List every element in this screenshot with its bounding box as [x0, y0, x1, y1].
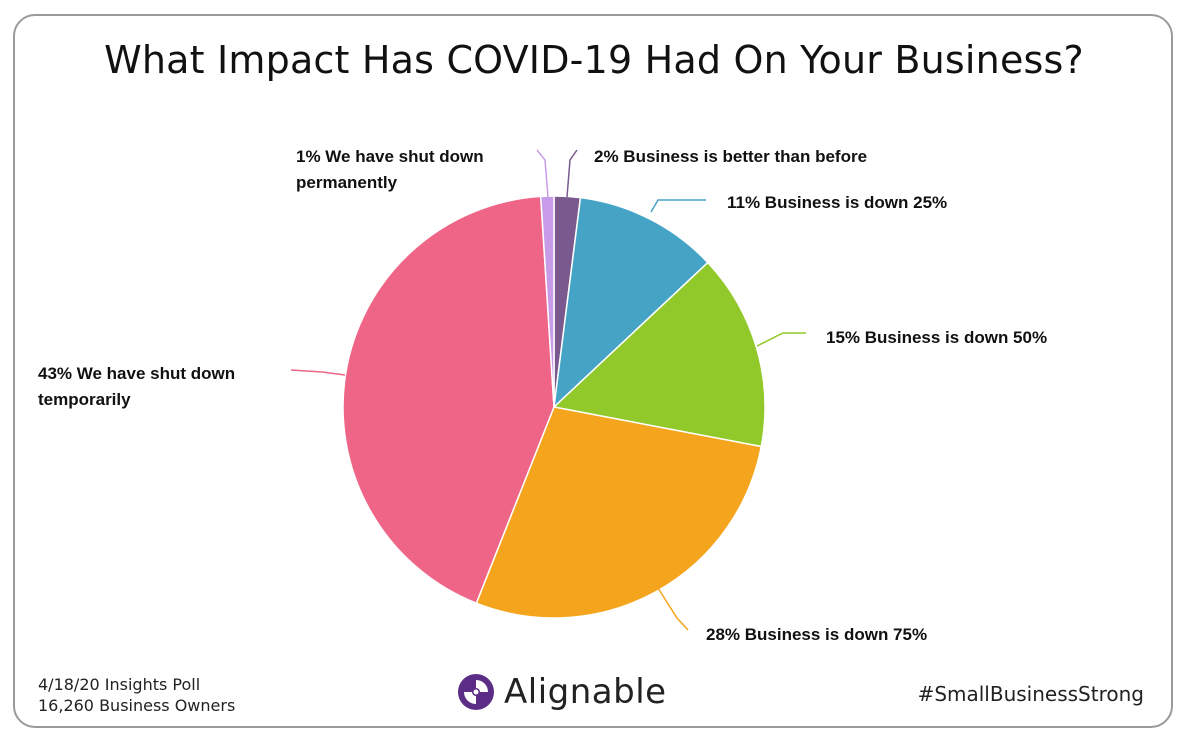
pie-slice — [342, 195, 555, 605]
alignable-logo-text: Alignable — [504, 672, 667, 712]
slice-leader-line — [290, 369, 346, 376]
pie-slice — [552, 261, 766, 448]
poll-sample-size: 16,260 Business Owners — [38, 696, 236, 715]
slice-label: 15% Business is down 50% — [826, 328, 1047, 347]
slice-label: 11% Business is down 25% — [727, 193, 947, 212]
poll-info: 4/18/20 Insights Poll 16,260 Business Ow… — [38, 674, 235, 716]
slice-label: 1% We have shut down permanently — [296, 147, 484, 192]
pie-slice — [552, 196, 709, 409]
slice-label: 2% Business is better than before — [594, 147, 867, 166]
slice-leader-line — [650, 199, 706, 213]
chart-title: What Impact Has COVID-19 Had On Your Bus… — [104, 38, 1084, 82]
slice-label: 28% Business is down 75% — [706, 625, 927, 644]
slice-leader-line — [756, 332, 806, 347]
slice-leader-line — [566, 149, 578, 198]
slice-label: 43% We have shut down temporarily — [38, 364, 235, 409]
pie-slice — [475, 406, 763, 619]
slice-leader-line — [536, 149, 549, 198]
hashtag: #SmallBusinessStrong — [917, 682, 1144, 706]
poll-date: 4/18/20 Insights Poll — [38, 675, 201, 694]
slice-leader-line — [657, 587, 689, 631]
alignable-logo-icon — [458, 674, 494, 710]
alignable-logo: Alignable — [456, 668, 667, 716]
